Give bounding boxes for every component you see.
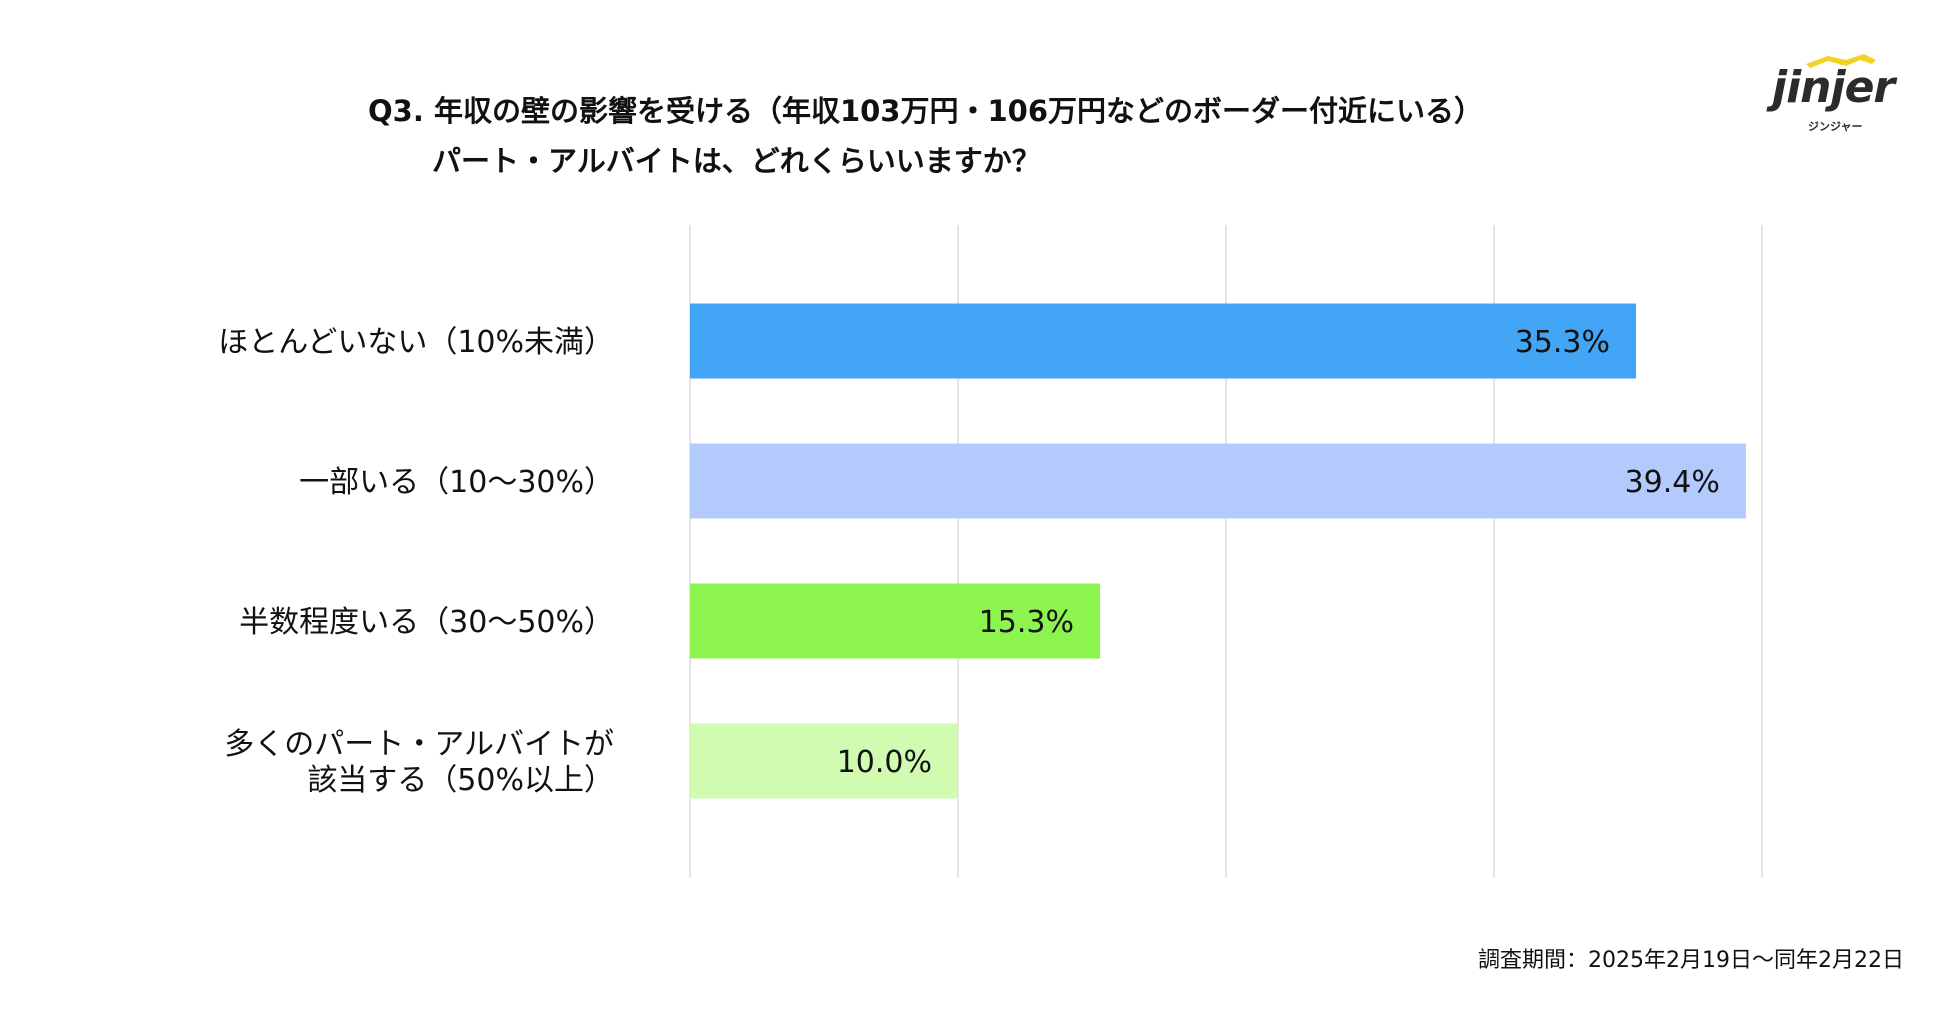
category-label: 半数程度いる（30〜50%） [239, 605, 614, 640]
data-label: 35.3% [1515, 325, 1610, 360]
chart-title: Q3. 年収の壁の影響を受ける（年収103万円・106万円などのボーダー付近にい… [368, 86, 1483, 186]
bar [690, 303, 1637, 379]
bar [690, 723, 958, 799]
category-label: 多くのパート・アルバイトが [224, 727, 614, 762]
category-label: 一部いる（10〜30%） [299, 465, 614, 500]
bar [690, 443, 1746, 519]
jinjer-logo: jinjer ジンジャー [1772, 52, 1912, 138]
category-label: 該当する（50%以上） [307, 763, 614, 798]
data-label: 15.3% [979, 605, 1074, 640]
data-label: 39.4% [1625, 465, 1720, 500]
chart-title-line1: Q3. 年収の壁の影響を受ける（年収103万円・106万円などのボーダー付近にい… [368, 94, 1484, 128]
survey-period: 調査期間：2025年2月19日〜同年2月22日 [1478, 948, 1904, 973]
data-label: 10.0% [837, 745, 932, 780]
logo-hat-icon [1806, 54, 1876, 68]
logo-kana: ジンジャー [1808, 120, 1863, 133]
chart-title-line2: パート・アルバイトは、どれくらいいますか？ [432, 144, 1041, 178]
logo-wordmark: jinjer [1772, 62, 1895, 113]
category-label: ほとんどいない（10%未満） [218, 325, 614, 360]
bar [690, 583, 1101, 659]
